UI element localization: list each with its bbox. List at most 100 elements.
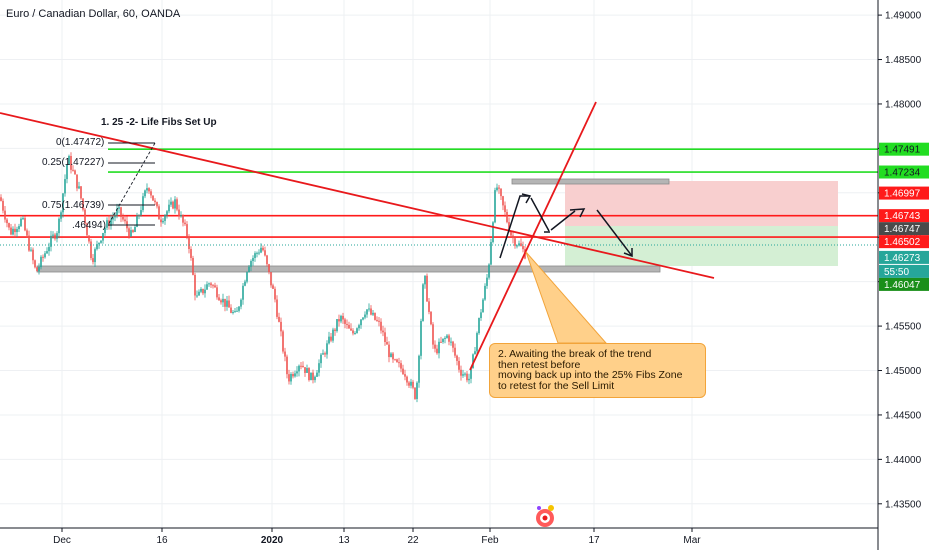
candle — [262, 245, 264, 252]
candle-body — [176, 199, 178, 210]
candle-body — [24, 218, 26, 231]
candle-body — [514, 238, 516, 246]
time-tick-label: Feb — [481, 535, 499, 546]
candle-body — [310, 372, 312, 381]
uptrend-line[interactable] — [469, 101, 597, 371]
candle — [172, 200, 174, 210]
candle — [226, 295, 228, 311]
candle — [372, 310, 374, 316]
candle — [318, 359, 320, 377]
candle — [430, 311, 432, 326]
downtrend-line[interactable] — [0, 112, 715, 279]
candle-body — [364, 314, 366, 318]
candle — [462, 369, 464, 378]
candle — [122, 213, 124, 222]
candle — [390, 352, 392, 358]
candle — [236, 307, 238, 312]
candle-body — [378, 320, 380, 322]
candle — [496, 183, 498, 192]
candle — [468, 373, 470, 385]
candle — [6, 218, 8, 228]
candle — [214, 282, 216, 288]
candle — [102, 232, 104, 244]
candle — [116, 203, 118, 219]
candle — [520, 238, 522, 247]
candle — [264, 246, 266, 257]
candle-body — [8, 223, 10, 228]
price-tick-label: 1.48000 — [885, 99, 922, 110]
candle-body — [504, 205, 506, 212]
price-label-tag: 1.46747 — [879, 222, 929, 236]
price-label-text: 1.47234 — [884, 168, 921, 179]
candle — [374, 312, 376, 321]
candle — [192, 255, 194, 276]
price-label-tag: 1.46743 — [879, 209, 929, 223]
candle-body — [32, 249, 34, 261]
candle — [398, 357, 400, 368]
candle-body — [98, 242, 100, 245]
candle-body — [444, 337, 446, 339]
candle-body — [124, 219, 126, 222]
candle-body — [478, 318, 480, 334]
candle-body — [428, 301, 430, 312]
candle — [164, 213, 166, 225]
candle-body — [230, 307, 232, 313]
candle — [432, 322, 434, 349]
candle — [250, 259, 252, 272]
candle — [62, 192, 64, 218]
candle-body — [206, 284, 208, 290]
candle-body — [474, 351, 476, 355]
price-tick-label: 1.49000 — [885, 11, 922, 22]
candle — [294, 370, 296, 378]
candle-body — [462, 374, 464, 376]
candle — [368, 303, 370, 312]
candle-body — [414, 387, 416, 399]
candle — [328, 331, 330, 345]
candle — [334, 327, 336, 336]
candle — [312, 369, 314, 384]
candle — [36, 266, 38, 272]
time-tick-label: 16 — [156, 535, 168, 546]
candle — [42, 254, 44, 262]
candle-body — [300, 365, 302, 367]
candle-body — [100, 240, 102, 243]
candle-body — [466, 373, 468, 381]
candle-body — [328, 336, 330, 344]
candle — [96, 240, 98, 251]
candle-body — [244, 281, 246, 286]
candle — [86, 222, 88, 236]
candle-body — [134, 226, 136, 233]
candle-body — [294, 373, 296, 377]
candle — [354, 331, 356, 335]
time-axis[interactable]: Dec 16 2020 13 22 Feb 17 Mar — [53, 528, 701, 546]
price-tick-label: 1.45500 — [885, 322, 922, 333]
candle-body — [268, 264, 270, 273]
candle — [314, 375, 316, 383]
candle-body — [334, 329, 336, 331]
candle — [130, 226, 132, 238]
candle — [178, 204, 180, 220]
candle-body — [448, 335, 450, 342]
candle-body — [248, 266, 250, 273]
candle — [388, 341, 390, 363]
candle — [386, 336, 388, 345]
candle-body — [440, 341, 442, 343]
candle-body — [110, 219, 112, 227]
candle — [268, 263, 270, 275]
candle — [446, 333, 448, 339]
candle-body — [276, 299, 278, 317]
candle-body — [72, 169, 74, 171]
candle — [22, 215, 24, 220]
candle — [158, 204, 160, 220]
candle — [176, 197, 178, 212]
candle-body — [286, 356, 288, 375]
candle-body — [22, 218, 24, 220]
time-tick-label: 22 — [407, 535, 419, 546]
candle — [340, 314, 342, 324]
candle — [406, 375, 408, 386]
candle-body — [164, 215, 166, 221]
candle-body — [192, 257, 194, 275]
candle-body — [408, 382, 410, 386]
candle-body — [486, 277, 488, 286]
